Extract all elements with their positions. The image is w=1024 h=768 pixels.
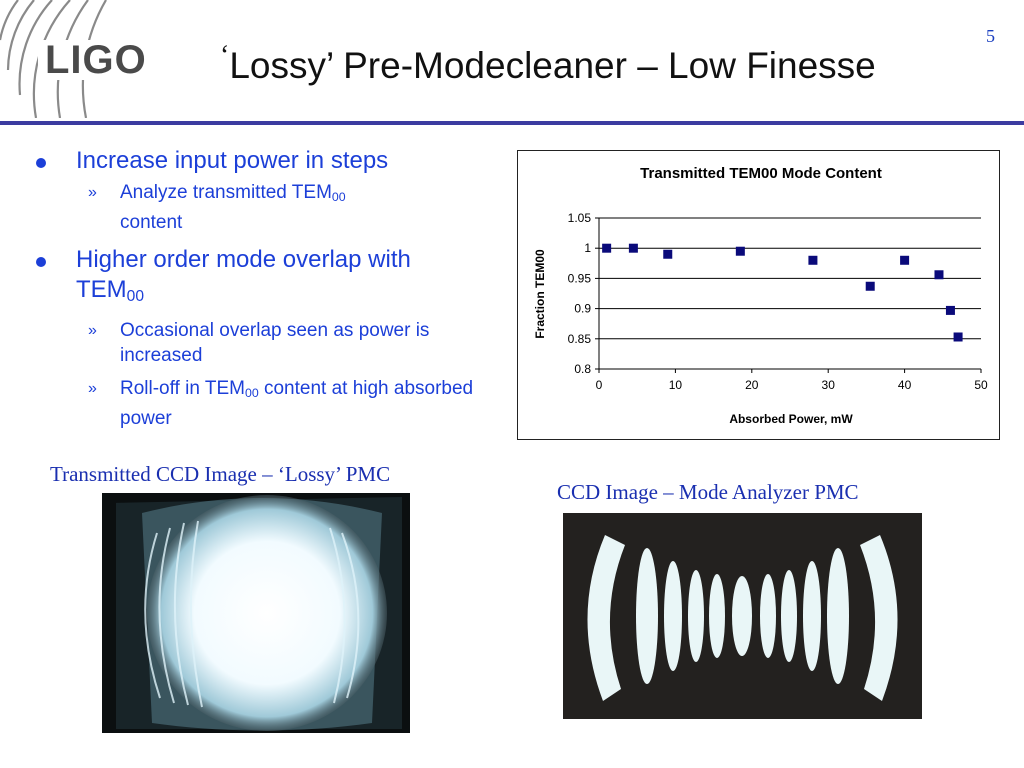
y-tick-label: 0.95: [568, 271, 592, 285]
y-tick-label: 0.85: [568, 332, 592, 346]
sub-bullet-marker: »: [88, 379, 97, 397]
y-tick-label: 1.05: [568, 211, 592, 225]
sub-bullet-text: Occasional overlap seen as power is incr…: [120, 319, 430, 366]
scatter-chart: Transmitted TEM00 Mode Content 0.8 0.85 0.…: [533, 165, 988, 426]
ligo-logo-arcs: [0, 0, 163, 118]
data-point: [808, 255, 818, 265]
ligo-logo: LIGO: [45, 38, 147, 82]
bullet-item: Higher order mode overlap with TEM00: [36, 245, 496, 312]
x-axis-label: Absorbed Power, mW: [729, 412, 853, 426]
bullet-list: Increase input power in steps » Analyze …: [36, 146, 496, 439]
y-axis-label: Fraction TEM00: [533, 249, 547, 339]
right-image-caption: CCD Image – Mode Analyzer PMC: [557, 480, 859, 504]
chart-title: Transmitted TEM00 Mode Content: [640, 165, 882, 182]
page-number: 5: [986, 26, 995, 46]
data-point: [953, 332, 963, 342]
data-point: [900, 255, 910, 265]
bullet-text: Higher order mode overlap with TEM00: [76, 246, 411, 305]
ccd-speckle-pattern: [102, 493, 410, 733]
y-tick-label: 0.9: [574, 302, 591, 316]
sub-bullet-item: » Occasional overlap seen as power is in…: [36, 318, 496, 368]
title-text: Lossy’ Pre-Modecleaner – Low Finesse: [229, 45, 876, 86]
mode-fringes: [563, 513, 922, 719]
sub-bullet-text: Roll-off in TEM00 content at high absorb…: [120, 377, 474, 430]
title-open-quote: ‘: [220, 40, 230, 71]
data-point: [663, 249, 673, 259]
bullet-text: Increase input power in steps: [76, 147, 389, 174]
sub-bullet-marker: »: [88, 184, 97, 201]
sub-bullet-item: » Analyze transmitted TEM00 content: [36, 180, 496, 235]
sub-bullet-marker: »: [88, 321, 97, 339]
x-tick-label: 10: [669, 378, 683, 392]
x-tick-label: 30: [822, 378, 836, 392]
x-tick-label: 0: [596, 378, 603, 392]
x-tick-label: 40: [898, 378, 912, 392]
x-tick-label: 50: [974, 378, 988, 392]
data-point: [602, 243, 612, 253]
bullet-dot-icon: [36, 257, 46, 268]
left-image-caption: Transmitted CCD Image – ‘Lossy’ PMC: [50, 462, 391, 486]
title-divider: [0, 121, 1024, 125]
data-point: [934, 270, 944, 280]
chart-frame: Transmitted TEM00 Mode Content 0.8 0.85 0.…: [517, 150, 1000, 440]
data-point: [628, 243, 638, 253]
x-tick-label: 20: [745, 378, 759, 392]
y-tick-label: 1: [584, 241, 591, 255]
sub-bullet-text: Analyze transmitted TEM00 content: [120, 182, 346, 234]
bullet-item: Increase input power in steps: [36, 146, 496, 176]
data-point: [865, 281, 875, 291]
sub-bullet-item: » Roll-off in TEM00 content at high abso…: [36, 376, 496, 431]
data-point: [735, 246, 745, 256]
transmitted-ccd-image: [102, 493, 410, 733]
y-tick-label: 0.8: [574, 362, 591, 376]
bullet-dot-icon: [36, 158, 46, 168]
slide-title: ‘Lossy’ Pre-Modecleaner – Low Finesse: [220, 40, 960, 87]
data-point: [945, 305, 955, 315]
mode-analyzer-ccd-image: [563, 513, 922, 719]
